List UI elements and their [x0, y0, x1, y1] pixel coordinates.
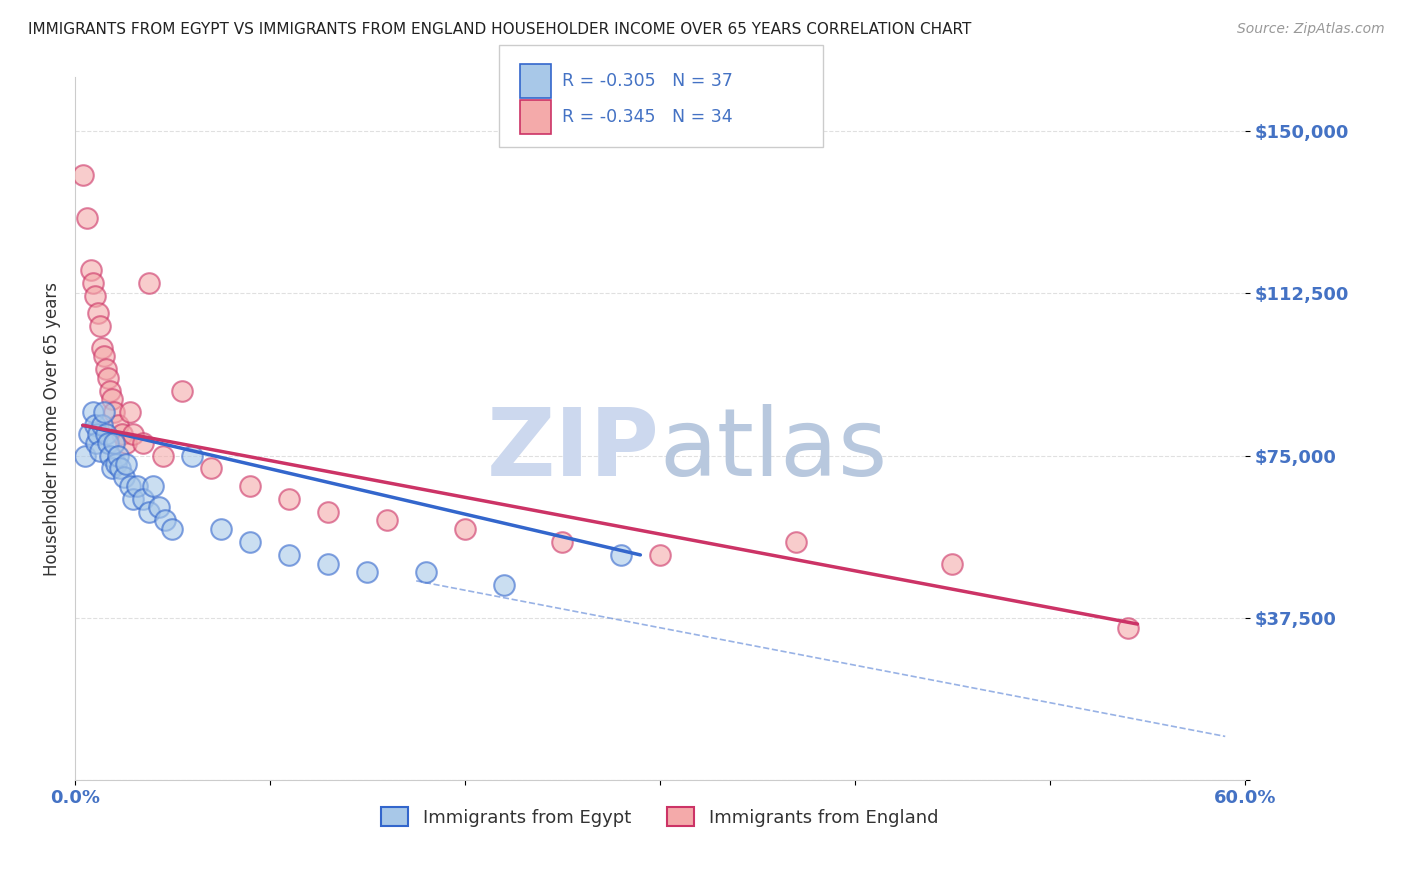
Point	[101, 461, 124, 475]
Point	[111, 426, 134, 441]
Point	[76, 211, 98, 225]
Point	[82, 276, 104, 290]
Point	[91, 341, 114, 355]
Point	[138, 276, 160, 290]
Point	[138, 505, 160, 519]
Point	[375, 513, 398, 527]
Point	[93, 349, 115, 363]
Point	[162, 522, 184, 536]
Point	[89, 444, 111, 458]
Text: R = -0.345   N = 34: R = -0.345 N = 34	[562, 108, 733, 126]
Legend: Immigrants from Egypt, Immigrants from England: Immigrants from Egypt, Immigrants from E…	[374, 800, 946, 834]
Point	[785, 535, 807, 549]
Text: ZIP: ZIP	[486, 403, 659, 496]
Point	[114, 457, 136, 471]
Point	[112, 470, 135, 484]
Point	[104, 457, 127, 471]
Point	[132, 491, 155, 506]
Point	[87, 306, 110, 320]
Point	[107, 418, 129, 433]
Point	[87, 426, 110, 441]
Point	[79, 262, 101, 277]
Point	[83, 418, 105, 433]
Point	[492, 578, 515, 592]
Point	[415, 565, 437, 579]
Point	[278, 548, 301, 562]
Point	[142, 479, 165, 493]
Point	[118, 405, 141, 419]
Point	[73, 449, 96, 463]
Point	[96, 362, 118, 376]
Point	[648, 548, 671, 562]
Point	[1116, 621, 1139, 635]
Point	[72, 168, 94, 182]
Point	[181, 449, 204, 463]
Point	[98, 449, 121, 463]
Text: atlas: atlas	[659, 403, 889, 496]
Point	[153, 513, 176, 527]
Point	[103, 405, 125, 419]
Point	[82, 405, 104, 419]
Point	[98, 384, 121, 398]
Point	[200, 461, 222, 475]
Point	[239, 479, 262, 493]
Point	[318, 505, 340, 519]
Point	[148, 500, 170, 515]
Point	[86, 435, 108, 450]
Point	[89, 318, 111, 333]
Point	[318, 557, 340, 571]
Text: IMMIGRANTS FROM EGYPT VS IMMIGRANTS FROM ENGLAND HOUSEHOLDER INCOME OVER 65 YEAR: IMMIGRANTS FROM EGYPT VS IMMIGRANTS FROM…	[28, 22, 972, 37]
Point	[83, 288, 105, 302]
Point	[551, 535, 574, 549]
Point	[91, 418, 114, 433]
Point	[96, 426, 118, 441]
Point	[122, 491, 145, 506]
Point	[97, 435, 120, 450]
Text: Source: ZipAtlas.com: Source: ZipAtlas.com	[1237, 22, 1385, 37]
Point	[107, 449, 129, 463]
Point	[132, 435, 155, 450]
Point	[122, 426, 145, 441]
Y-axis label: Householder Income Over 65 years: Householder Income Over 65 years	[44, 282, 60, 575]
Point	[610, 548, 633, 562]
Text: R = -0.305   N = 37: R = -0.305 N = 37	[562, 72, 734, 90]
Point	[97, 370, 120, 384]
Point	[941, 557, 963, 571]
Point	[93, 405, 115, 419]
Point	[152, 449, 174, 463]
Point	[209, 522, 232, 536]
Point	[108, 461, 131, 475]
Point	[454, 522, 477, 536]
Point	[356, 565, 378, 579]
Point	[172, 384, 194, 398]
Point	[118, 479, 141, 493]
Point	[278, 491, 301, 506]
Point	[103, 435, 125, 450]
Point	[239, 535, 262, 549]
Point	[77, 426, 100, 441]
Point	[101, 392, 124, 407]
Point	[114, 435, 136, 450]
Point	[127, 479, 149, 493]
